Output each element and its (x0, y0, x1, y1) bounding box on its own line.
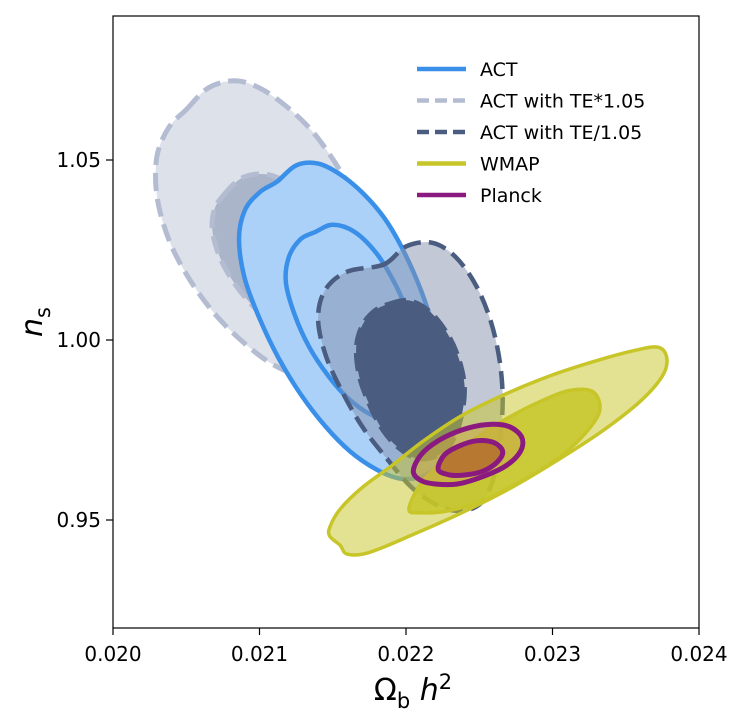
y-tick-label: 1.05 (56, 148, 101, 172)
x-tick-label: 0.024 (670, 642, 727, 666)
x-tick-label: 0.022 (377, 642, 434, 666)
x-tick-label: 0.021 (231, 642, 288, 666)
legend-label: Planck (480, 185, 542, 207)
y-tick-label: 0.95 (56, 508, 101, 532)
contour-chart: 0.020 0.021 0.022 0.023 0.024 0.95 1.00 1.05 AC… (0, 0, 747, 717)
x-tick-label: 0.023 (524, 642, 581, 666)
legend-label: ACT (480, 59, 518, 81)
legend-label: ACT with TE*1.05 (480, 91, 645, 113)
y-tick-label: 1.00 (56, 328, 101, 352)
x-tick-label: 0.020 (84, 642, 141, 666)
legend-label: WMAP (480, 154, 540, 176)
legend-label: ACT with TE/1.05 (480, 122, 642, 144)
